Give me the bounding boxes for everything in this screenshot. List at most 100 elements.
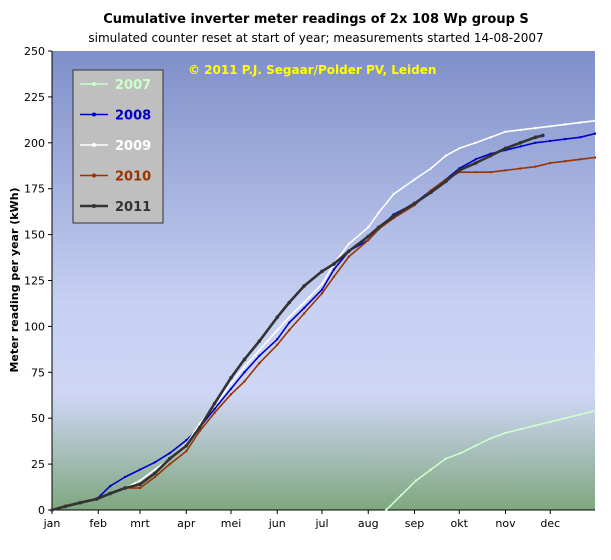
data-point [197, 425, 202, 430]
data-point [320, 282, 324, 286]
data-point [578, 136, 582, 139]
data-point [533, 135, 538, 140]
data-point [153, 475, 157, 479]
data-point [504, 431, 507, 435]
data-point [258, 361, 261, 365]
data-point [444, 457, 448, 460]
data-point [63, 504, 68, 509]
legend-label-2009: 2009 [115, 139, 151, 154]
data-point [429, 468, 433, 471]
data-point [429, 190, 433, 195]
data-point [549, 139, 552, 143]
data-point [302, 306, 306, 310]
legend: 2007 2008 2009 2010 2011 [72, 69, 164, 224]
y-axis-label: Meter reading per year (kWh) [8, 187, 21, 372]
data-point [384, 508, 388, 512]
data-point [184, 443, 189, 448]
data-point [276, 328, 279, 332]
data-point [243, 380, 246, 383]
x-tick-label: okt [451, 517, 469, 530]
data-point [213, 407, 216, 411]
data-point [168, 451, 172, 455]
series-group [50, 119, 597, 512]
legend-label-2008: 2008 [115, 109, 151, 124]
data-point [519, 428, 522, 431]
x-tick-label: nov [495, 517, 516, 530]
series-line-2011 [51, 134, 544, 512]
y-tick-label: 125 [24, 275, 45, 288]
data-point [593, 119, 597, 122]
data-point [392, 193, 395, 196]
data-point [332, 275, 336, 279]
x-tick-label: jun [268, 517, 286, 530]
y-tick-label: 150 [24, 229, 45, 242]
x-tick-label: jan [43, 517, 61, 530]
data-point [332, 268, 336, 271]
data-point [459, 451, 462, 455]
data-point [287, 316, 291, 319]
data-point [275, 315, 280, 320]
data-point [489, 136, 492, 139]
data-point [376, 225, 381, 230]
data-point [367, 226, 370, 229]
data-point [138, 468, 142, 471]
y-tick-label: 0 [38, 504, 45, 517]
y-tick-label: 50 [31, 412, 45, 425]
data-point [549, 161, 552, 165]
data-point [534, 165, 537, 168]
data-point [198, 429, 201, 433]
legend-marker [92, 112, 96, 117]
chart-title: Cumulative inverter meter readings of 2x… [103, 12, 529, 27]
data-point [108, 484, 112, 488]
x-tick-label: mei [221, 517, 242, 530]
data-point [287, 300, 291, 305]
data-point [258, 354, 261, 357]
data-point [276, 343, 279, 346]
data-point [549, 420, 552, 424]
data-point [519, 167, 522, 170]
data-point [123, 486, 127, 490]
data-point [366, 234, 371, 239]
data-point [258, 349, 261, 352]
data-point [168, 462, 172, 466]
data-point [153, 468, 157, 471]
legend-marker [92, 143, 96, 147]
y-tick-label: 250 [24, 45, 45, 58]
data-point [504, 169, 507, 172]
legend-label-2011: 2011 [115, 200, 151, 215]
series-2011 [50, 133, 545, 512]
legend-label-2010: 2010 [115, 170, 151, 185]
data-point [229, 393, 233, 396]
x-axis: jan feb mrt apr mei jun jul aug sep okt nov dec [43, 510, 560, 530]
data-point [489, 437, 492, 440]
data-point [457, 168, 462, 173]
data-point [504, 130, 507, 133]
data-point [473, 161, 478, 165]
data-point [518, 141, 523, 145]
y-tick-label: 75 [31, 366, 45, 379]
data-point [243, 371, 246, 374]
data-point [563, 137, 567, 141]
x-tick-label: feb [89, 517, 107, 530]
data-point [474, 170, 477, 174]
data-point [50, 508, 54, 512]
data-point [229, 387, 233, 391]
y-tick-label: 200 [24, 137, 45, 150]
data-point [320, 292, 324, 295]
y-tick-label: 100 [24, 320, 45, 333]
data-point [168, 456, 172, 461]
data-point [347, 242, 351, 245]
legend-label-2007: 2007 [115, 78, 151, 93]
data-point [138, 482, 142, 487]
data-point [578, 413, 582, 416]
data-point [413, 178, 416, 181]
data-point [302, 284, 306, 288]
data-point [213, 411, 216, 414]
x-tick-label: sep [405, 517, 424, 530]
x-tick-label: jul [314, 517, 328, 530]
data-point [519, 145, 522, 148]
data-point [229, 382, 233, 385]
data-point [563, 159, 567, 163]
data-point [534, 126, 537, 130]
data-point [458, 147, 461, 150]
